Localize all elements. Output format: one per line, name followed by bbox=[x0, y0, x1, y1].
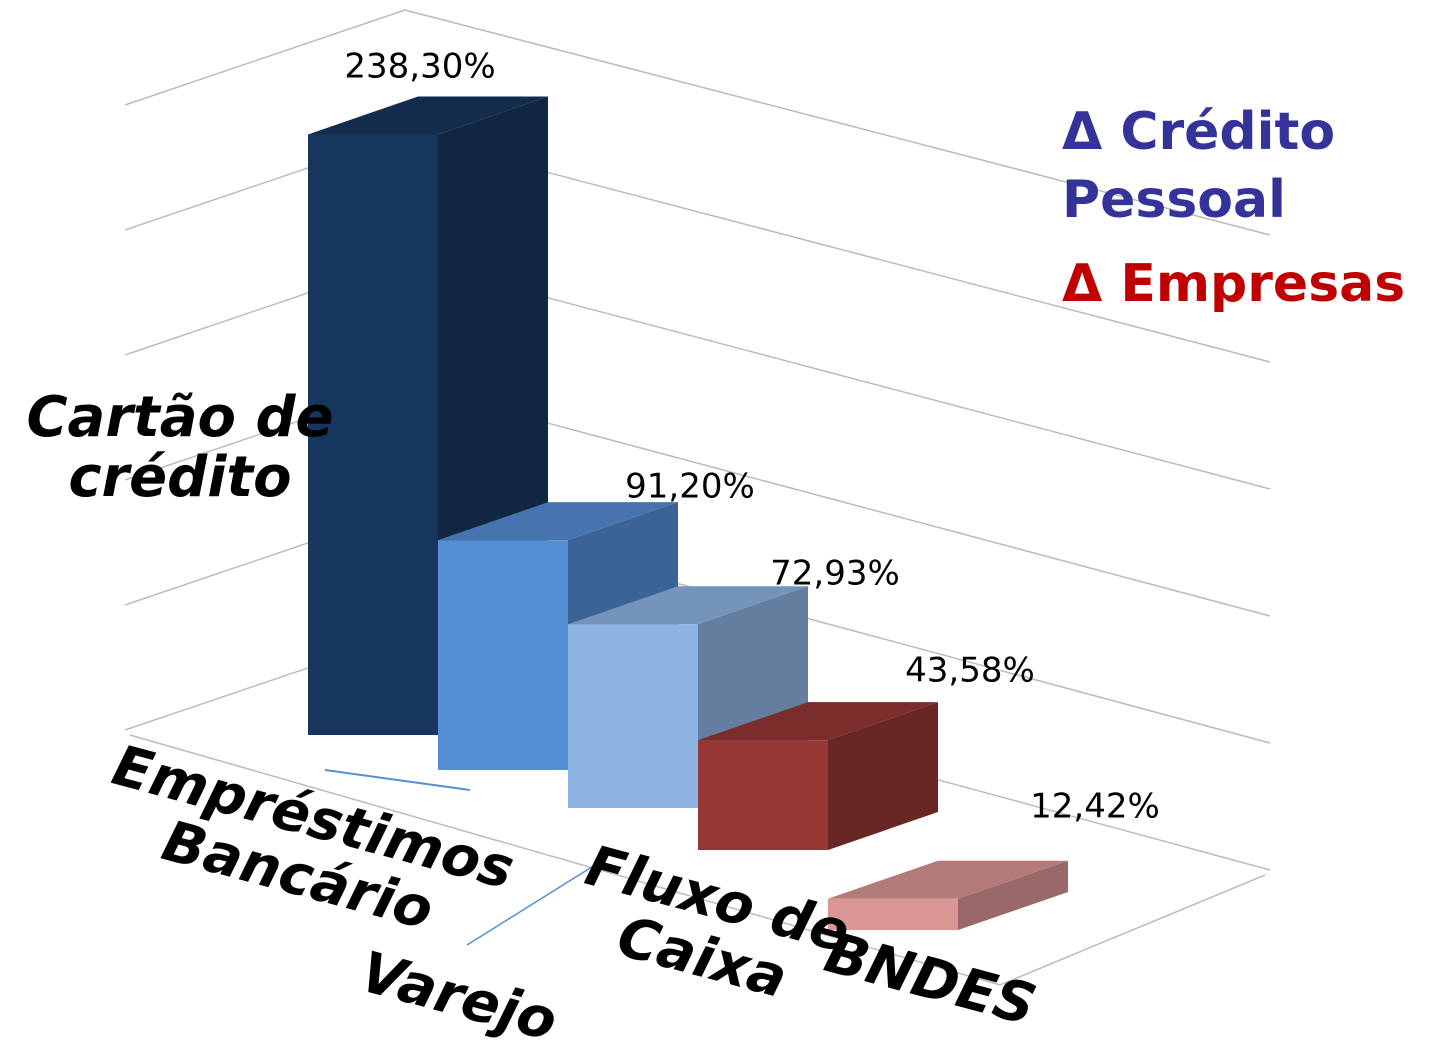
legend-entry: Δ Empresas bbox=[1062, 254, 1406, 314]
bar-side bbox=[828, 702, 938, 850]
category-label: Cartão de crédito bbox=[26, 385, 334, 510]
value-label: 12,42% bbox=[1030, 787, 1160, 827]
leader-line bbox=[324, 769, 471, 791]
leader-line bbox=[466, 864, 596, 946]
value-label: 91,20% bbox=[625, 467, 755, 507]
bar-top bbox=[698, 702, 938, 741]
legend-entry: Δ Crédito Pessoal bbox=[1062, 102, 1336, 230]
bar bbox=[828, 898, 958, 930]
bar bbox=[568, 624, 698, 808]
bar-top bbox=[828, 860, 1068, 899]
bar-top bbox=[438, 502, 678, 541]
value-label: 43,58% bbox=[905, 651, 1035, 691]
bar bbox=[698, 740, 828, 850]
floor-edge bbox=[129, 734, 1266, 986]
grid-line bbox=[124, 9, 1271, 236]
value-label: 238,30% bbox=[344, 47, 495, 87]
bar-top bbox=[568, 586, 808, 625]
bar-side bbox=[958, 860, 1068, 930]
bar bbox=[438, 540, 568, 770]
bar bbox=[308, 134, 438, 735]
bar-top bbox=[308, 96, 548, 135]
value-label: 72,93% bbox=[770, 554, 900, 594]
